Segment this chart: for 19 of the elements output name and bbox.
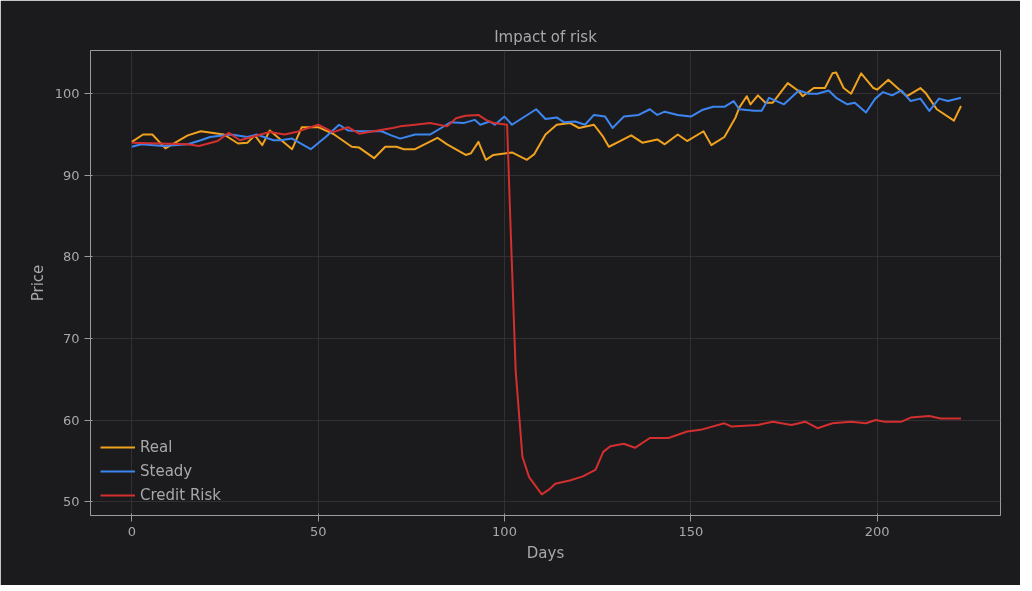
y-axis-title: Price [28,264,47,302]
y-tick-label: 100 [54,86,80,102]
x-tick-label: 100 [492,523,517,539]
legend-label: Real [140,438,173,456]
x-tick-label: 0 [127,523,137,539]
line-series [130,89,962,151]
x-tick-label: 200 [864,523,890,539]
y-tick-label: 50 [62,494,80,510]
y-tick-label: 90 [62,167,80,183]
legend-label: Credit Risk [140,486,221,504]
y-tick-label: 80 [62,249,80,265]
x-tick-label: 150 [678,523,704,539]
chart-title: Impact of risk [494,27,598,46]
y-tick-label: 60 [62,412,80,428]
legend-label: Steady [140,462,193,480]
x-tick-label: 50 [309,523,327,539]
y-tick-label: 70 [62,330,80,346]
line-series [130,71,962,161]
x-axis-title: Days [526,543,565,562]
